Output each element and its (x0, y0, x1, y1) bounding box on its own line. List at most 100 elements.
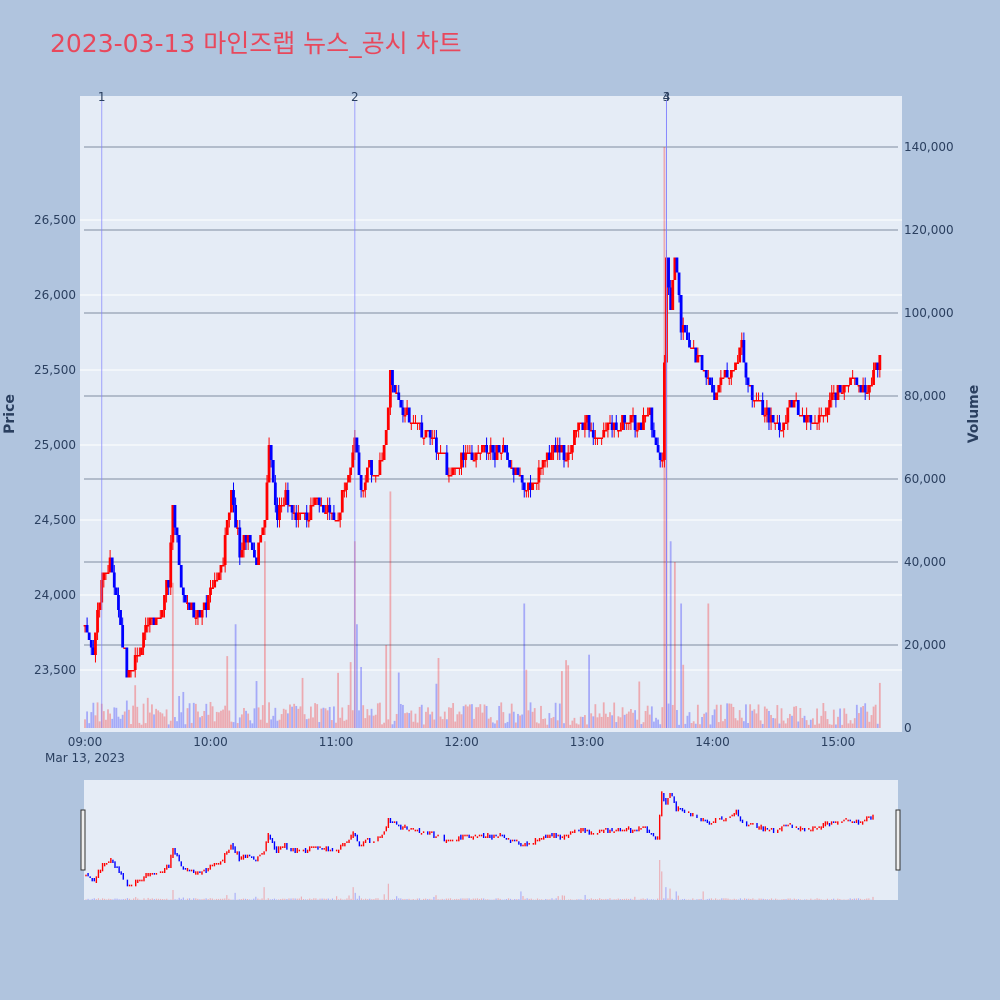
candle-body (326, 505, 330, 513)
range-slider-volume-bar (402, 898, 404, 900)
candle-body (533, 482, 537, 484)
volume-bar (563, 723, 565, 728)
range-slider-volume-bar (164, 899, 166, 900)
candle-body (824, 415, 827, 417)
range-slider-right-handle[interactable] (895, 809, 901, 871)
range-slider-volume-bar (172, 890, 174, 900)
range-slider-volume-bar (360, 898, 363, 900)
range-slider-volume-bar (493, 899, 495, 900)
volume-bar (364, 718, 367, 728)
range-slider-volume-bar (646, 898, 648, 900)
range-slider-volume-bar (108, 898, 110, 900)
volume-bar (232, 722, 235, 728)
candle-body (750, 385, 754, 400)
volume-bar (761, 723, 764, 728)
candle-body (399, 400, 403, 408)
range-slider-volume-bar (837, 898, 839, 900)
volume-bar (598, 713, 601, 728)
candle-body (194, 617, 198, 619)
candle-body (757, 400, 760, 402)
candle-body (830, 392, 834, 400)
candle-body (232, 490, 235, 505)
candle-body (428, 430, 432, 438)
volume-bar (136, 706, 139, 728)
range-slider-volume-bar (725, 898, 727, 900)
candle-body (853, 377, 857, 379)
range-slider-volume-bar (733, 898, 735, 900)
range-slider-volume-bar (681, 899, 684, 900)
volume-bar (437, 657, 440, 728)
volume-bar (286, 713, 289, 728)
candle-body (560, 445, 564, 453)
range-slider-volume-bar (764, 899, 766, 900)
range-slider-volume-bar (516, 899, 518, 900)
range-slider-volume-bar (362, 899, 365, 900)
volume-bar (862, 705, 864, 728)
volume-bar (410, 710, 413, 728)
candle-body (223, 535, 227, 565)
candle-body (238, 527, 242, 558)
volume-bar (351, 710, 354, 728)
range-slider-volume-bar (292, 898, 294, 900)
volume-bar (868, 721, 871, 728)
volume-bar (171, 582, 174, 728)
volume-bar (209, 701, 212, 728)
volume-bar (295, 705, 298, 728)
range-slider-volume-bar (393, 899, 396, 900)
candle-body (470, 452, 474, 460)
candle-body (499, 452, 503, 454)
range-slider-volume-bar (567, 899, 570, 900)
time-tick-label: 10:00 (193, 735, 228, 749)
candle-body (265, 482, 269, 520)
time-tick-label: 12:00 (444, 735, 479, 749)
candle-body (767, 407, 771, 423)
candle-body (253, 550, 256, 558)
candle-body (85, 625, 89, 633)
candle-body (202, 602, 206, 610)
candle-body (614, 422, 618, 430)
candle-body (437, 452, 440, 454)
candle-body (510, 467, 514, 469)
volume-bar (594, 704, 597, 728)
candle-body (566, 452, 570, 460)
volume-bar (705, 712, 708, 728)
candle-body (119, 610, 122, 625)
time-tick-label: 09:00 (68, 735, 103, 749)
range-slider-volume-bar (186, 898, 189, 900)
candle-body (98, 602, 102, 610)
candle-body (198, 610, 202, 618)
volume-bar (347, 704, 350, 728)
candle-body (501, 445, 505, 453)
candle-body (556, 445, 560, 453)
range-slider-left-handle[interactable] (80, 809, 86, 871)
candle-body (495, 445, 499, 460)
volume-bar (604, 713, 607, 728)
range-slider-volume-bar (435, 895, 437, 900)
volume-bar (299, 706, 302, 728)
candle-body (627, 422, 631, 424)
range-slider[interactable] (84, 780, 898, 900)
range-slider-volume-bar (408, 898, 410, 900)
candle-body (384, 430, 388, 445)
volume-bar (676, 710, 678, 728)
news-marker-label: 2 (351, 90, 359, 104)
range-slider-volume-bar (483, 898, 485, 900)
candle-body (491, 445, 495, 453)
candle-body (646, 415, 650, 417)
range-slider-volume-bar (280, 899, 282, 900)
volume-bar (360, 666, 362, 728)
volume-bar (711, 715, 714, 728)
volume-bar (326, 710, 329, 728)
volume-bar (642, 722, 645, 728)
volume-bar (372, 715, 375, 728)
range-slider-volume-bar (354, 892, 356, 900)
price-tick-label: 23,500 (34, 663, 76, 677)
candle-body (715, 392, 719, 400)
price-axis-title: Price (2, 394, 18, 434)
range-slider-volume-bar (777, 899, 779, 900)
range-slider-volume-bar (205, 898, 207, 900)
volume-bar (489, 717, 492, 728)
volume-bar (724, 718, 726, 728)
volume-bar (199, 717, 201, 728)
